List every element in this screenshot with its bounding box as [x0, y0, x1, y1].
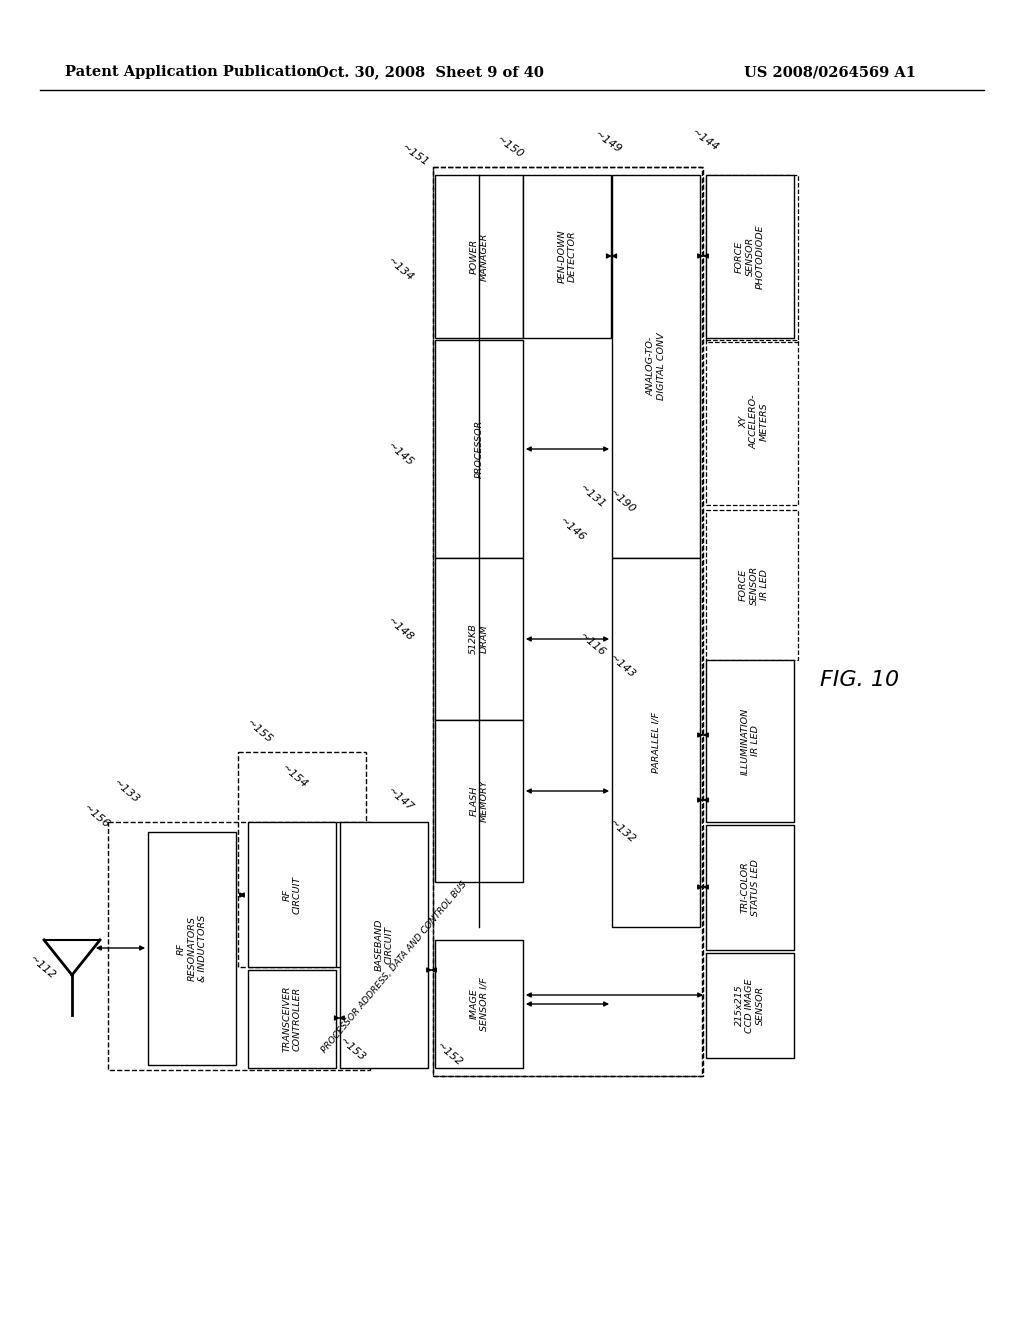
Text: ~143: ~143	[608, 652, 638, 680]
Bar	[248, 970, 336, 1068]
Text: ~155: ~155	[245, 718, 275, 744]
Bar	[433, 168, 702, 1076]
Bar	[435, 341, 523, 558]
Text: Patent Application Publication: Patent Application Publication	[65, 65, 317, 79]
Text: ILLUMINATION
IR LED: ILLUMINATION IR LED	[740, 708, 760, 775]
Bar	[108, 822, 370, 1071]
Bar	[433, 168, 703, 1076]
Text: US 2008/0264569 A1: US 2008/0264569 A1	[744, 65, 916, 79]
Bar	[706, 341, 798, 506]
Text: PEN-DOWN
DETECTOR: PEN-DOWN DETECTOR	[557, 230, 577, 284]
Bar	[706, 953, 794, 1059]
Text: 215x215
CCD IMAGE
SENSOR: 215x215 CCD IMAGE SENSOR	[735, 978, 765, 1032]
Bar	[612, 558, 700, 927]
Text: ~153: ~153	[338, 1036, 368, 1063]
Bar	[706, 176, 794, 338]
Text: ~146: ~146	[558, 516, 588, 543]
Text: ~156: ~156	[82, 803, 112, 830]
Text: TRANSCEIVER
CONTROLLER: TRANSCEIVER CONTROLLER	[283, 986, 302, 1052]
Text: ~154: ~154	[280, 763, 310, 789]
Text: BASEBAND
CIRCUIT: BASEBAND CIRCUIT	[375, 919, 393, 972]
Text: Oct. 30, 2008  Sheet 9 of 40: Oct. 30, 2008 Sheet 9 of 40	[316, 65, 544, 79]
Text: ~145: ~145	[386, 441, 416, 469]
Text: ~144: ~144	[689, 127, 721, 153]
Text: ~152: ~152	[435, 1040, 465, 1068]
Text: PARALLEL I/F: PARALLEL I/F	[651, 711, 660, 774]
Text: FIG. 10: FIG. 10	[820, 671, 899, 690]
Text: RF
RESONATORS
& INDUCTORS: RF RESONATORS & INDUCTORS	[177, 915, 207, 982]
Text: ~131: ~131	[578, 483, 608, 510]
Text: ~149: ~149	[593, 129, 624, 154]
Text: FORCE
SENSOR
IR LED: FORCE SENSOR IR LED	[739, 565, 769, 605]
Text: ~132: ~132	[608, 817, 638, 845]
Text: ~151: ~151	[399, 143, 430, 168]
Text: ~150: ~150	[495, 135, 525, 160]
Text: PROCESSOR ADDRESS, DATA AND CONTROL BUS: PROCESSOR ADDRESS, DATA AND CONTROL BUS	[319, 880, 469, 1055]
Text: FLASH
MEMORY: FLASH MEMORY	[469, 780, 488, 822]
Bar	[435, 719, 523, 882]
Text: ~112: ~112	[28, 954, 58, 982]
Bar	[340, 822, 428, 1068]
Text: IMAGE
SENSOR I/F: IMAGE SENSOR I/F	[469, 977, 488, 1031]
Bar	[706, 825, 794, 950]
Text: POWER
MANAGER: POWER MANAGER	[469, 232, 488, 281]
Bar	[435, 176, 523, 338]
Text: RF
CIRCUIT: RF CIRCUIT	[283, 875, 302, 913]
Bar	[248, 822, 336, 968]
Bar	[706, 510, 798, 660]
Text: TRI-COLOR
STATUS LED: TRI-COLOR STATUS LED	[740, 859, 760, 916]
Bar	[612, 176, 700, 558]
Bar	[706, 176, 798, 342]
Text: ~134: ~134	[386, 256, 416, 284]
Bar	[706, 660, 794, 822]
Text: PROCESSOR: PROCESSOR	[474, 420, 483, 478]
Text: 512KB
DRAM: 512KB DRAM	[469, 623, 488, 655]
Bar	[238, 752, 366, 968]
Bar	[435, 558, 523, 719]
Bar	[435, 940, 523, 1068]
Bar	[523, 176, 611, 338]
Text: ANALOG-TO-
DIGITAL CONV: ANALOG-TO- DIGITAL CONV	[646, 333, 666, 400]
Text: FORCE
SENSOR
PHOTODIODE: FORCE SENSOR PHOTODIODE	[735, 224, 765, 289]
Text: ~147: ~147	[386, 787, 416, 813]
Text: ~116: ~116	[578, 631, 608, 657]
Text: ~148: ~148	[386, 616, 416, 644]
Text: ~190: ~190	[608, 487, 638, 515]
Bar	[148, 832, 236, 1065]
Text: XY
ACCELERO-
METERS: XY ACCELERO- METERS	[739, 395, 769, 449]
Text: ~133: ~133	[112, 777, 142, 805]
